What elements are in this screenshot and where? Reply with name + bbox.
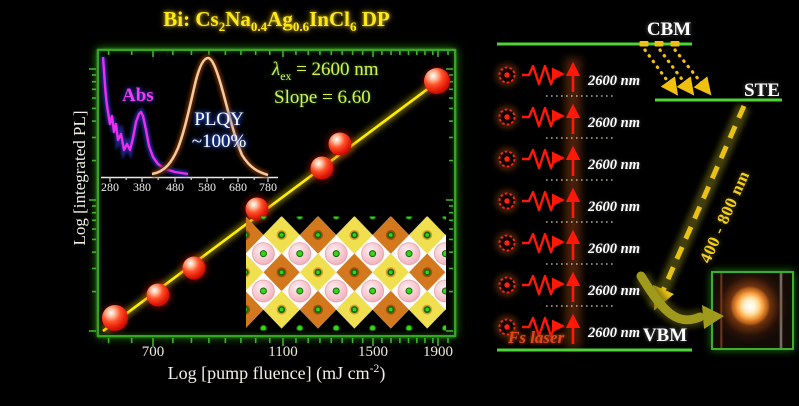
laser-focus-icon bbox=[498, 66, 516, 84]
photon-wiggle-arrow bbox=[522, 106, 565, 128]
photon-wiggle-arrow bbox=[522, 64, 565, 86]
photon-wiggle-arrow bbox=[522, 190, 565, 212]
photon-wavelength-label: 2600 nm bbox=[588, 157, 640, 173]
laser-focus-icon bbox=[498, 276, 516, 294]
inset-tick-label: 280 bbox=[101, 180, 119, 194]
photon-wiggle-arrow bbox=[522, 232, 565, 254]
photon-wavelength-label: 2600 nm bbox=[588, 115, 640, 131]
photon-wavelength-label: 2600 nm bbox=[588, 325, 640, 341]
x-tick-label: 1900 bbox=[423, 344, 453, 360]
x-tick-label: 700 bbox=[141, 344, 165, 360]
photon-wavelength-label: 2600 nm bbox=[588, 73, 640, 89]
emission-photo bbox=[711, 271, 794, 350]
inset-tick-label: 680 bbox=[229, 180, 247, 194]
vbm-label: VBM bbox=[642, 325, 688, 346]
photon-wiggle-arrow bbox=[522, 274, 565, 296]
plqy-annotation: PLQY ~100% bbox=[191, 109, 247, 152]
main-plot-frame bbox=[97, 49, 456, 337]
slope-annotation: Slope = 6.60 bbox=[274, 87, 371, 108]
y-axis-label: Log [integrated PL] bbox=[70, 110, 89, 246]
x-tick-label: 1100 bbox=[268, 344, 298, 360]
multiphoton-glow-column bbox=[565, 58, 581, 348]
inset-tick-label: 480 bbox=[166, 180, 184, 194]
laser-focus-icon bbox=[498, 192, 516, 210]
laser-focus-icon bbox=[498, 234, 516, 252]
ste-label: STE bbox=[744, 80, 780, 101]
photon-wavelength-label: 2600 nm bbox=[588, 241, 640, 257]
laser-focus-icon bbox=[498, 150, 516, 168]
photon-wavelength-label: 2600 nm bbox=[588, 199, 640, 215]
x-tick-label: 1500 bbox=[358, 344, 388, 360]
photon-wiggle-arrow bbox=[522, 148, 565, 170]
cbm-label: CBM bbox=[646, 19, 692, 40]
inset-tick-label: 580 bbox=[198, 180, 216, 194]
fs-laser-label: Fs laser bbox=[508, 328, 565, 347]
abs-series-label: Abs bbox=[122, 85, 154, 106]
relaxation-arrows bbox=[643, 48, 712, 96]
inset-tick-label: 380 bbox=[133, 180, 151, 194]
excitation-annotation: λex = 2600 nm bbox=[272, 59, 379, 83]
photon-wavelength-label: 2600 nm bbox=[588, 283, 640, 299]
laser-focus-icon bbox=[498, 108, 516, 126]
inset-tick-label: 780 bbox=[259, 180, 277, 194]
electron-markers bbox=[639, 41, 680, 47]
plot-title: Bi: Cs2Na0.4Ag0.6InCl6 DP bbox=[163, 7, 390, 35]
x-axis-label: Log [pump fluence] (mJ cm-2) bbox=[167, 362, 386, 383]
